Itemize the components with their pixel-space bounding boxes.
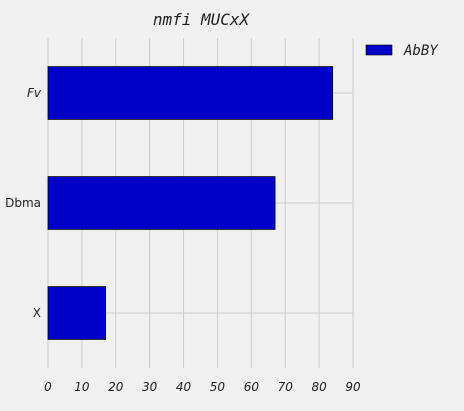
y-tick-label: Dbma: [5, 196, 41, 210]
bar-dbma: [47, 176, 276, 230]
y-tick-labels: X Dbma Fv: [5, 86, 42, 320]
bar-fv: [47, 66, 334, 120]
bars: [47, 66, 334, 340]
x-tick-labels: 0 10 20 30 40 50 60 70 80 90: [44, 380, 361, 394]
x-tick-label: 80: [311, 380, 327, 394]
x-tick-label: 60: [244, 380, 260, 394]
y-tick-label: X: [33, 306, 41, 320]
x-tick-label: 30: [142, 380, 158, 394]
x-tick-label: 90: [345, 380, 361, 394]
x-tick-label: 0: [44, 380, 52, 394]
x-tick-label: 70: [278, 380, 294, 394]
x-tick-label: 50: [210, 380, 226, 394]
x-tick-label: 20: [108, 380, 124, 394]
legend-label: AbBY: [403, 43, 439, 59]
y-tick-label: Fv: [27, 86, 42, 100]
bar-x: [47, 286, 107, 340]
legend: AbBY: [365, 43, 439, 59]
x-tick-label: 10: [74, 380, 90, 394]
legend-swatch: [365, 44, 393, 56]
x-tick-label: 40: [176, 380, 192, 394]
chart-title: nmfi MUCxX: [153, 10, 251, 29]
